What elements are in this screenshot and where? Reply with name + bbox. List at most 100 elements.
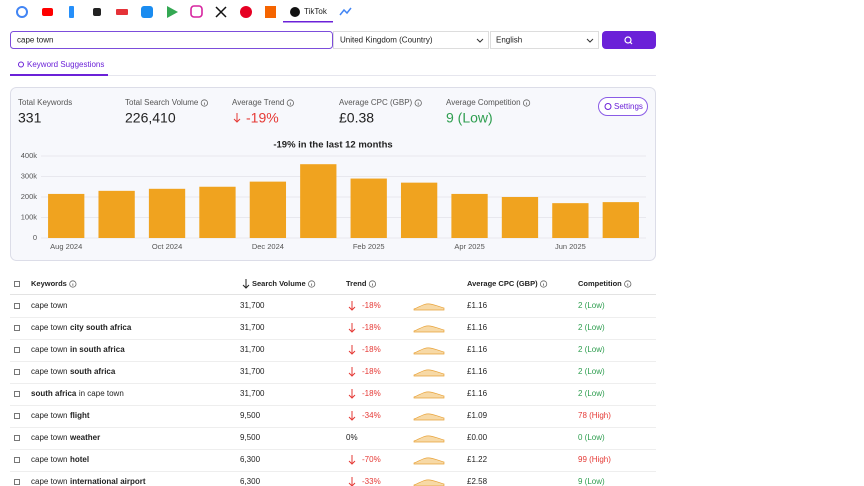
down-arrow	[348, 367, 356, 377]
competition: 78 (High)	[578, 411, 611, 420]
competition: 2 (Low)	[578, 345, 605, 354]
keyword-part: international airport	[70, 477, 146, 486]
country: United Kingdom (Country)	[340, 36, 433, 45]
search-volume: 31,700	[240, 367, 265, 376]
search-volume: 31,700	[240, 389, 265, 398]
cpc: £2.58	[467, 477, 488, 486]
cpc: £0.00	[467, 433, 488, 442]
stat-label: Average CPC (GBP)	[339, 98, 413, 107]
search-volume: 31,700	[240, 345, 265, 354]
keyword-part: weather	[69, 433, 100, 442]
settings-button[interactable]	[598, 97, 648, 116]
active-tab-underline	[283, 21, 333, 23]
checkbox[interactable]	[14, 435, 20, 441]
down-arrow	[348, 389, 356, 399]
info-icon	[522, 99, 531, 107]
bar	[451, 193, 488, 238]
x-tick-label: Oct 2024	[152, 242, 182, 251]
column-header: Search Volume	[252, 279, 306, 288]
bar	[249, 181, 287, 238]
language-select[interactable]	[490, 31, 599, 49]
down-arrow	[348, 323, 356, 333]
keyword: cape town hotel	[31, 455, 89, 464]
search-volume: 31,700	[240, 301, 265, 310]
sparkline	[413, 457, 445, 465]
x-icon[interactable]	[215, 6, 227, 18]
sort-icon[interactable]	[242, 279, 250, 289]
search-icon	[629, 41, 633, 45]
cpc: £1.16	[467, 301, 488, 310]
trend: -70%	[362, 455, 381, 464]
pinterest-icon[interactable]	[240, 6, 252, 18]
keyword-part: south africa	[70, 367, 116, 376]
etsy-icon[interactable]	[265, 6, 276, 18]
trend: -18%	[362, 323, 381, 332]
x-tick-label: Aug 2024	[50, 242, 82, 251]
checkbox[interactable]	[14, 413, 20, 419]
info-icon	[624, 280, 632, 288]
down-arrow	[348, 411, 356, 421]
competition: 2 (Low)	[578, 367, 605, 376]
settings-icon	[604, 103, 612, 110]
stat-label: Average Trend	[232, 98, 284, 107]
search-input[interactable]	[10, 31, 333, 49]
search-volume: 31,700	[240, 323, 265, 332]
bar	[552, 203, 589, 238]
ebay-icon[interactable]	[116, 9, 128, 15]
bar	[148, 188, 186, 238]
y-tick-label: 200k	[21, 192, 38, 201]
y-tick-label: 400k	[21, 151, 38, 160]
keyword: cape town south africa	[31, 367, 116, 376]
keyword-part: cape town	[31, 323, 67, 332]
bing-icon[interactable]	[69, 6, 74, 18]
trend: -18%	[362, 301, 381, 310]
trend: -33%	[362, 477, 381, 486]
bar	[350, 178, 387, 238]
search-icon	[624, 36, 632, 44]
search-query: cape town	[17, 36, 53, 45]
instagram-icon[interactable]	[190, 5, 203, 18]
amazon-icon[interactable]	[93, 8, 101, 16]
sparkline	[413, 303, 445, 311]
tab-underline	[10, 74, 108, 76]
checkbox[interactable]	[14, 479, 20, 485]
play-icon[interactable]	[167, 6, 178, 18]
youtube-icon[interactable]	[42, 8, 53, 16]
trend: 0%	[346, 433, 358, 442]
google-icon[interactable]	[16, 6, 28, 18]
search-button[interactable]	[602, 31, 656, 49]
appstore-icon[interactable]	[141, 6, 153, 18]
trend: -18%	[362, 367, 381, 376]
sparkline	[413, 369, 445, 377]
keyword-part: in cape town	[79, 389, 124, 398]
section-tab[interactable]: Keyword Suggestions	[27, 60, 104, 69]
trends-icon[interactable]	[339, 7, 352, 16]
checkbox[interactable]	[14, 347, 20, 353]
competition: 99 (High)	[578, 455, 611, 464]
tab-rule	[10, 75, 656, 76]
keyword-part: cape town	[31, 345, 67, 354]
chevron	[586, 38, 594, 43]
keyword-part: flight	[70, 411, 90, 420]
language: English	[496, 36, 522, 45]
active-tab[interactable]: TikTok	[304, 7, 328, 16]
bar	[48, 193, 85, 238]
tiktok-icon[interactable]	[290, 7, 300, 17]
checkbox[interactable]	[14, 303, 20, 309]
cpc: £1.16	[467, 367, 488, 376]
checkbox[interactable]	[14, 369, 20, 375]
sparkline	[413, 479, 445, 486]
search-volume: 9,500	[240, 411, 261, 420]
checkbox[interactable]	[14, 325, 20, 331]
checkbox[interactable]	[14, 391, 20, 397]
country-select[interactable]	[333, 31, 489, 49]
keyword-part: south africa	[31, 389, 77, 398]
cpc: £1.22	[467, 455, 488, 464]
checkbox[interactable]	[14, 457, 20, 463]
checkbox[interactable]	[14, 281, 20, 287]
cpc: £1.09	[467, 411, 488, 420]
bar	[98, 190, 135, 238]
info-icon	[286, 99, 294, 107]
trend: -34%	[362, 411, 381, 420]
